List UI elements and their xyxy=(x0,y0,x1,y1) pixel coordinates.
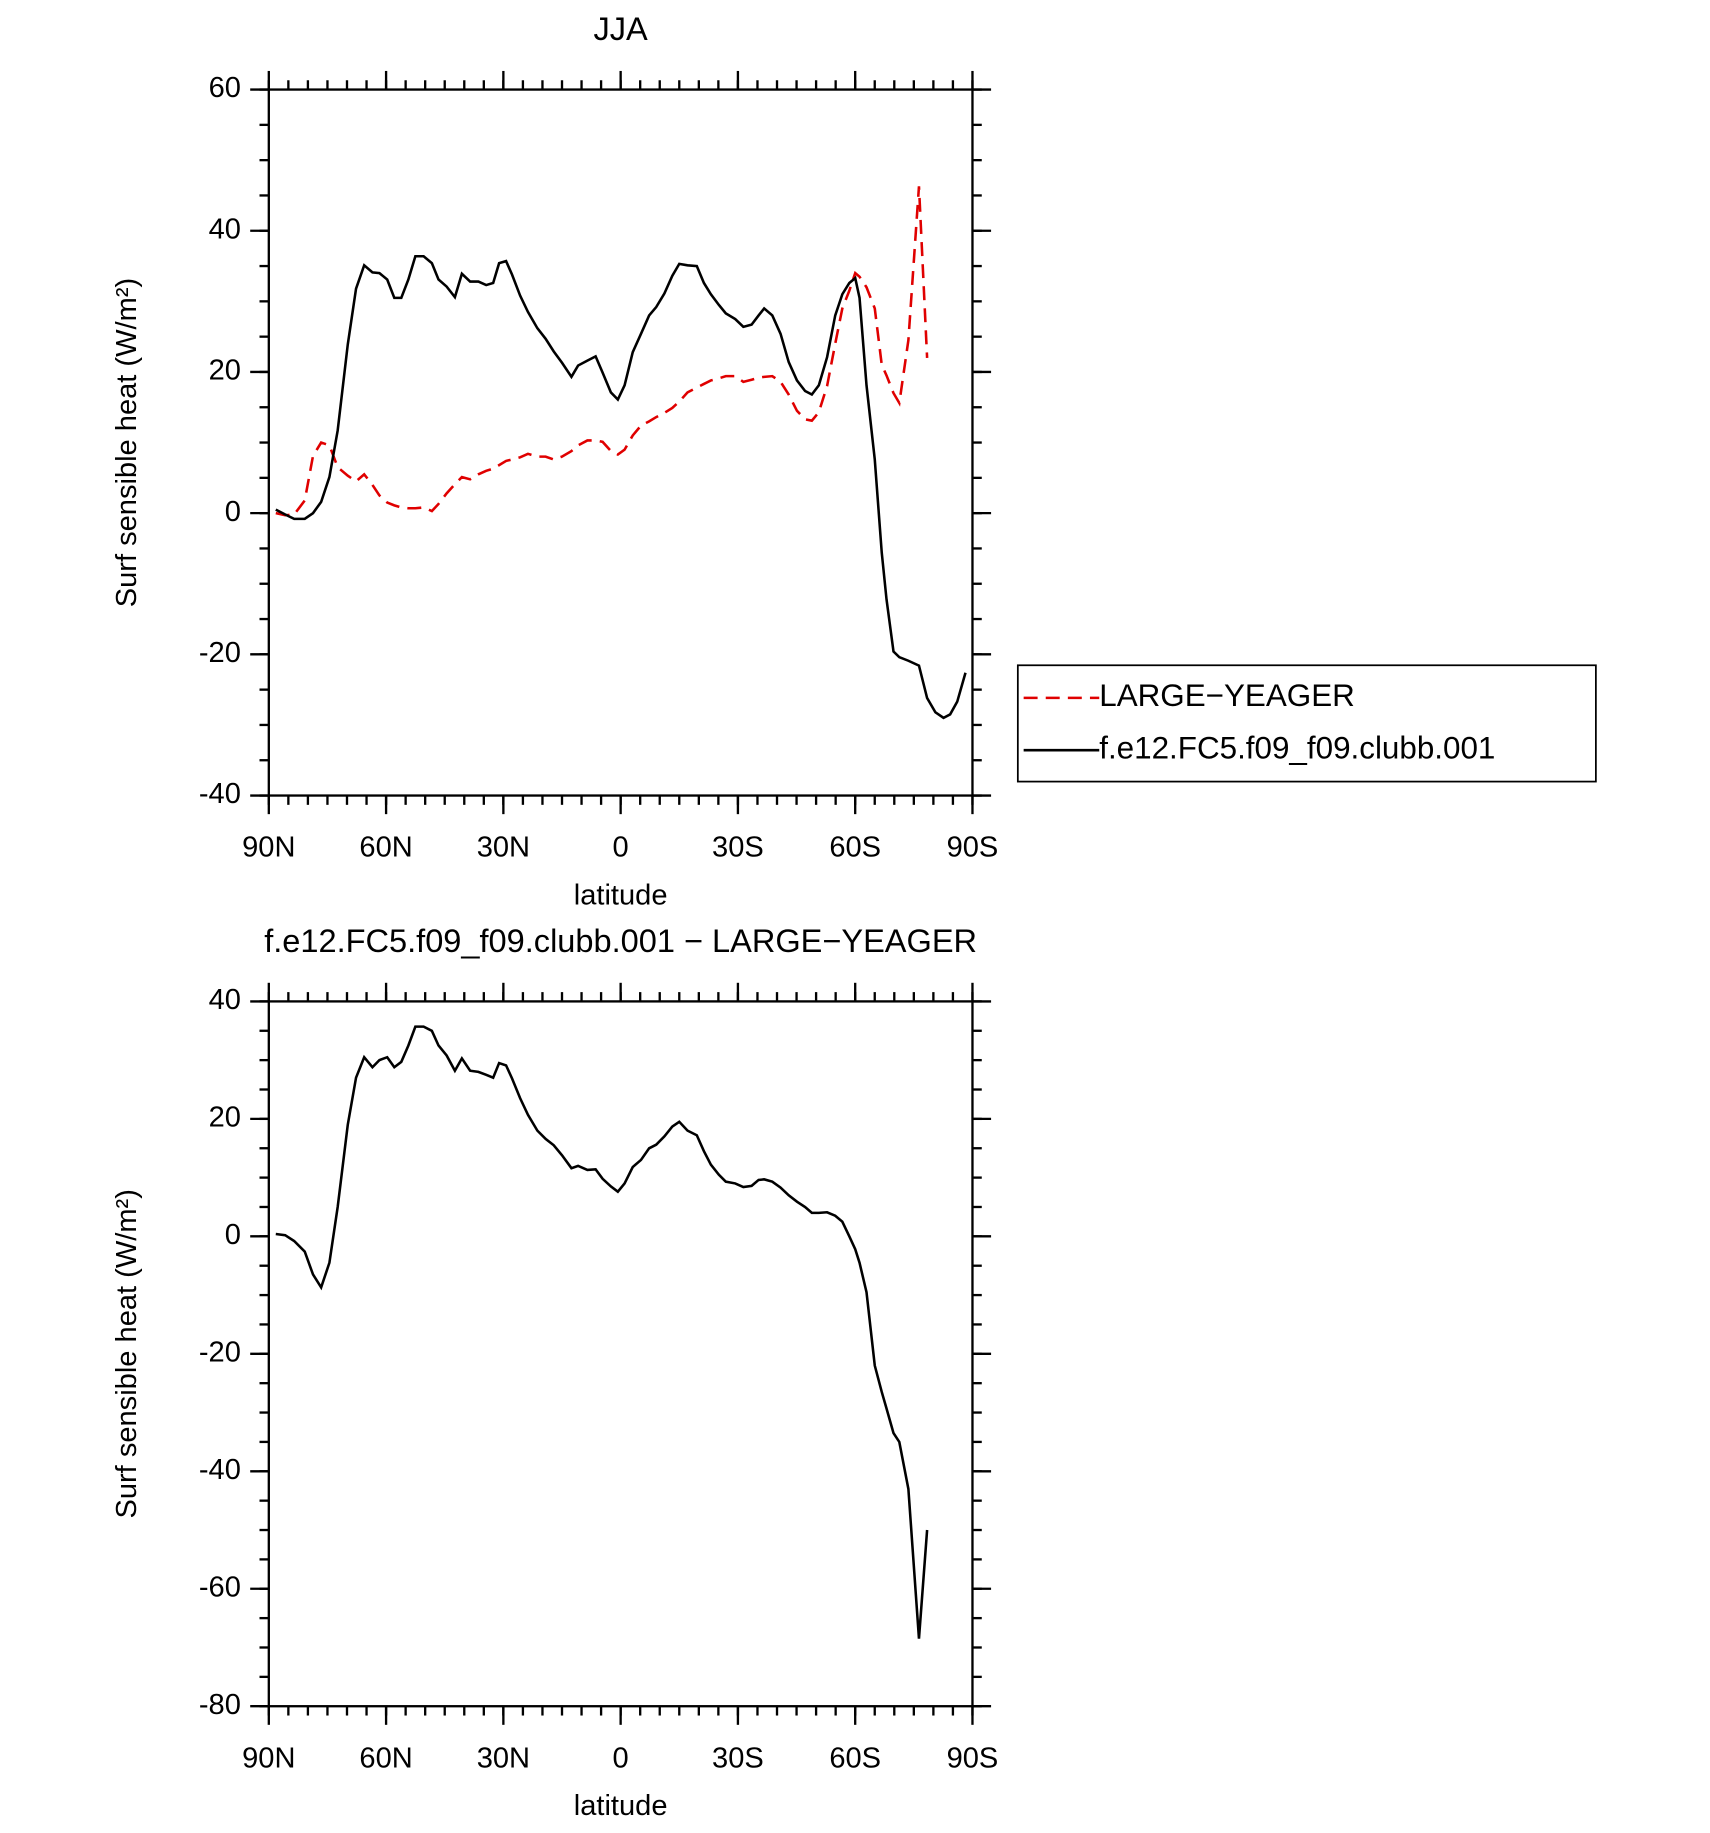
x-tick-label: 30N xyxy=(477,832,530,864)
y-tick-label: -40 xyxy=(199,778,241,810)
x-tick-label: 90N xyxy=(242,832,295,864)
plot-frame xyxy=(267,1000,974,1708)
x-tick-label: 60N xyxy=(359,1742,412,1774)
y-tick-label: 60 xyxy=(209,72,241,104)
y-tick-label: -40 xyxy=(199,1454,241,1486)
x-axis-label: latitude xyxy=(574,879,668,911)
y-tick-label: 40 xyxy=(209,213,241,245)
chart-title: f.e12.FC5.f09_f09.clubb.001 − LARGE−YEAG… xyxy=(264,923,977,959)
x-tick-label: 90S xyxy=(947,832,999,864)
x-tick-label: 30N xyxy=(477,1742,530,1774)
y-tick-label: -20 xyxy=(199,637,241,669)
x-tick-label: 60S xyxy=(829,832,881,864)
y-tick-label: -20 xyxy=(199,1336,241,1368)
y-tick-label: 0 xyxy=(225,1219,241,1251)
x-tick-label: 60N xyxy=(359,832,412,864)
plot-frame xyxy=(267,88,974,797)
legend-box xyxy=(1016,664,1597,783)
y-tick-label: 0 xyxy=(225,496,241,528)
legend-label: LARGE−YEAGER xyxy=(1099,678,1355,713)
data-line xyxy=(275,186,929,517)
legend-label: f.e12.FC5.f09_f09.clubb.001 xyxy=(1099,730,1495,765)
x-axis-label: latitude xyxy=(574,1790,668,1822)
x-tick-label: 0 xyxy=(613,832,629,864)
data-line xyxy=(275,254,967,720)
y-axis-label: Surf sensible heat (W/m²) xyxy=(111,278,143,607)
x-tick-label: 30S xyxy=(712,832,764,864)
x-tick-label: 90N xyxy=(242,1742,295,1774)
y-tick-label: 20 xyxy=(209,1102,241,1134)
y-axis-label: Surf sensible heat (W/m²) xyxy=(111,1189,143,1518)
x-tick-label: 90S xyxy=(947,1742,999,1774)
x-tick-label: 30S xyxy=(712,1742,764,1774)
x-tick-label: 60S xyxy=(829,1742,881,1774)
y-tick-label: 20 xyxy=(209,355,241,387)
y-tick-label: -80 xyxy=(199,1689,241,1721)
data-line xyxy=(275,1025,929,1639)
y-tick-label: -60 xyxy=(199,1571,241,1603)
x-tick-label: 0 xyxy=(613,1742,629,1774)
chart-title: JJA xyxy=(594,11,649,47)
y-tick-label: 40 xyxy=(209,984,241,1016)
